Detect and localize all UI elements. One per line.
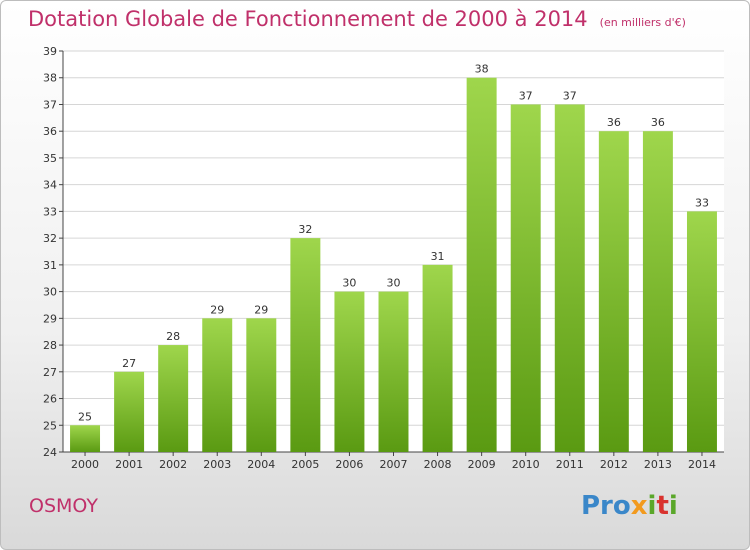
x-tick-label: 2008 xyxy=(424,458,452,471)
y-tick-label: 30 xyxy=(43,286,57,299)
y-tick-label: 35 xyxy=(43,152,57,165)
bar-value-label: 37 xyxy=(519,89,533,102)
x-tick-label: 2013 xyxy=(644,458,672,471)
x-tick-label: 2000 xyxy=(71,458,99,471)
bar xyxy=(114,371,145,452)
bar-value-label: 30 xyxy=(387,277,401,290)
x-tick-label: 2002 xyxy=(159,458,187,471)
bars xyxy=(70,77,717,452)
y-tick-label: 34 xyxy=(43,179,57,192)
bar xyxy=(598,131,629,452)
y-tick-label: 33 xyxy=(43,205,57,218)
y-tick-label: 38 xyxy=(43,72,57,85)
bar xyxy=(378,291,409,452)
bar xyxy=(70,425,101,452)
bar-value-label: 27 xyxy=(122,357,136,370)
x-tick-label: 2010 xyxy=(512,458,540,471)
y-tick-label: 28 xyxy=(43,339,57,352)
y-tick-label: 25 xyxy=(43,419,57,432)
bar-value-label: 30 xyxy=(342,277,356,290)
x-tick-label: 2005 xyxy=(291,458,319,471)
bar-value-label: 31 xyxy=(431,250,445,263)
y-tick-label: 26 xyxy=(43,393,57,406)
y-tick-label: 36 xyxy=(43,125,57,138)
chart-title: Dotation Globale de Fonctionnement de 20… xyxy=(28,7,686,31)
bar xyxy=(466,77,497,452)
bar-value-label: 28 xyxy=(166,330,180,343)
y-tick-label: 24 xyxy=(43,446,57,459)
chart-subtitle: (en milliers d'€) xyxy=(599,16,686,29)
bar xyxy=(642,131,673,452)
bar xyxy=(510,104,541,452)
x-tick-label: 2009 xyxy=(468,458,496,471)
bar xyxy=(334,291,365,452)
bar-value-label: 33 xyxy=(695,196,709,209)
x-tick-label: 2006 xyxy=(335,458,363,471)
proxiti-logo[interactable]: Proxiti xyxy=(581,491,678,521)
bar xyxy=(422,264,453,452)
bar xyxy=(246,318,277,452)
x-tick-label: 2012 xyxy=(600,458,628,471)
bar-value-label: 25 xyxy=(78,410,92,423)
bar xyxy=(290,238,321,452)
y-tick-label: 39 xyxy=(43,45,57,58)
bar xyxy=(686,211,717,452)
bar-value-label: 36 xyxy=(651,116,665,129)
x-tick-label: 2001 xyxy=(115,458,143,471)
bar-value-label: 29 xyxy=(254,303,268,316)
x-tick-label: 2014 xyxy=(688,458,716,471)
bar xyxy=(554,104,585,452)
y-tick-label: 32 xyxy=(43,232,57,245)
x-tick-label: 2011 xyxy=(556,458,584,471)
y-tick-label: 31 xyxy=(43,259,57,272)
y-tick-label: 37 xyxy=(43,98,57,111)
commune-name: OSMOY xyxy=(29,495,98,517)
labels: 24 25 26 27 28 29 30 31 32 33 34 35 36 37 38 39 25 2000 27… xyxy=(43,45,716,471)
bar-value-label: 29 xyxy=(210,303,224,316)
x-tick-label: 2003 xyxy=(203,458,231,471)
bar-value-label: 36 xyxy=(607,116,621,129)
x-tick-label: 2004 xyxy=(247,458,275,471)
x-tick-label: 2007 xyxy=(380,458,408,471)
bar-value-label: 37 xyxy=(563,89,577,102)
bar xyxy=(202,318,233,452)
y-tick-label: 29 xyxy=(43,312,57,325)
bar-value-label: 38 xyxy=(475,63,489,76)
y-tick-label: 27 xyxy=(43,366,57,379)
bar-value-label: 32 xyxy=(298,223,312,236)
bar xyxy=(158,345,189,452)
